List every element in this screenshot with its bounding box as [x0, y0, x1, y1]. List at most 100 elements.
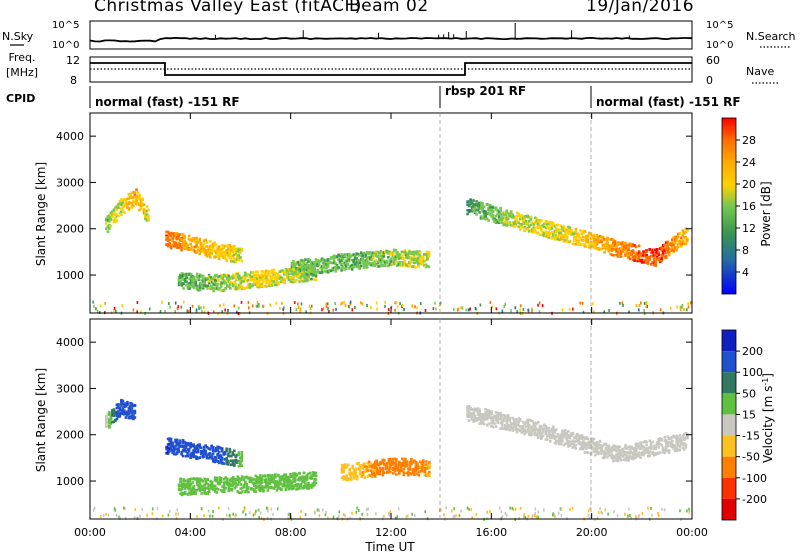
data-cell: [319, 266, 322, 270]
data-cell: [582, 235, 585, 239]
data-cell: [245, 286, 249, 289]
data-cell: [618, 445, 621, 449]
data-cell: [301, 263, 304, 267]
data-cell: [302, 475, 306, 479]
data-cell: [676, 243, 680, 246]
data-cell: [271, 271, 274, 274]
data-cell: [295, 488, 298, 491]
data-cell: [313, 278, 316, 281]
data-cell: [138, 196, 141, 199]
data-cell: [283, 277, 286, 281]
data-cell: [660, 259, 663, 262]
data-cell: [287, 483, 291, 487]
data-cell: [422, 465, 425, 468]
data-cell: [254, 283, 258, 286]
data-cell: [229, 283, 232, 286]
data-cell: [482, 414, 486, 417]
data-cell: [467, 410, 471, 414]
data-cell: [304, 272, 307, 276]
data-cell: [236, 287, 240, 290]
data-cell: [177, 283, 181, 287]
data-cell: [547, 236, 551, 239]
data-cell: [198, 480, 202, 483]
data-cell: [622, 247, 626, 251]
data-cell: [218, 478, 221, 481]
data-cell: [423, 473, 427, 477]
data-cell: [241, 280, 244, 283]
data-cell: [356, 258, 360, 262]
data-cell: [363, 465, 366, 468]
data-cell: [239, 461, 242, 464]
data-cell: [207, 489, 211, 493]
data-cell: [226, 477, 229, 480]
data-cell: [652, 446, 656, 450]
data-cell: [227, 485, 231, 489]
ground-scatter-cell: [174, 301, 177, 305]
data-cell: [202, 452, 206, 455]
data-cell: [372, 463, 375, 466]
data-cell: [217, 454, 221, 457]
data-cell: [476, 407, 480, 410]
data-cell: [144, 211, 147, 214]
data-cell: [634, 442, 638, 446]
data-cell: [112, 420, 116, 423]
data-cell: [358, 467, 362, 470]
data-cell: [275, 484, 279, 488]
data-cell: [231, 254, 235, 257]
data-cell: [183, 487, 187, 490]
data-cell: [208, 250, 212, 254]
data-cell: [313, 273, 316, 276]
data-cell: [529, 223, 533, 227]
data-cell: [479, 415, 483, 418]
data-cell: [145, 219, 149, 222]
data-cell: [550, 427, 554, 431]
data-cell: [509, 210, 513, 213]
data-cell: [242, 276, 246, 279]
ground-scatter-cell: [221, 310, 223, 314]
data-cell: [340, 262, 343, 266]
ground-scatter-cell: [622, 303, 624, 307]
data-cell: [197, 477, 200, 481]
data-cell: [379, 254, 383, 258]
data-cell: [624, 452, 627, 456]
ground-scatter-cell: [326, 302, 329, 306]
data-cell: [216, 253, 219, 257]
data-cell: [182, 485, 185, 489]
data-cell: [235, 287, 238, 291]
freq-tick-top: 12: [66, 54, 80, 67]
data-cell: [296, 268, 300, 271]
data-cell: [637, 256, 641, 260]
data-cell: [618, 448, 621, 452]
data-cell: [183, 279, 187, 283]
data-cell: [165, 230, 168, 234]
data-cell: [414, 257, 417, 261]
data-cell: [204, 278, 208, 281]
data-cell: [488, 415, 492, 419]
data-cell: [624, 248, 627, 252]
data-cell: [171, 239, 174, 242]
data-cell: [405, 263, 408, 266]
data-cell: [610, 456, 614, 460]
data-cell: [230, 249, 233, 252]
data-cell: [121, 406, 125, 410]
data-cell: [427, 254, 431, 258]
data-cell: [209, 480, 212, 483]
data-cell: [239, 478, 243, 482]
data-cell: [204, 453, 207, 456]
data-cell: [524, 430, 528, 434]
data-cell: [120, 412, 123, 415]
data-cell: [487, 409, 490, 412]
data-cell: [658, 257, 662, 261]
data-cell: [576, 433, 579, 437]
data-cell: [364, 253, 367, 257]
data-cell: [242, 485, 246, 489]
data-cell: [505, 420, 508, 423]
data-cell: [112, 220, 116, 223]
data-cell: [374, 263, 378, 266]
data-cell: [305, 261, 309, 265]
data-cell: [204, 486, 208, 490]
data-cell: [636, 445, 639, 449]
data-cell: [301, 261, 304, 265]
data-cell: [568, 228, 572, 232]
data-cell: [175, 246, 179, 249]
